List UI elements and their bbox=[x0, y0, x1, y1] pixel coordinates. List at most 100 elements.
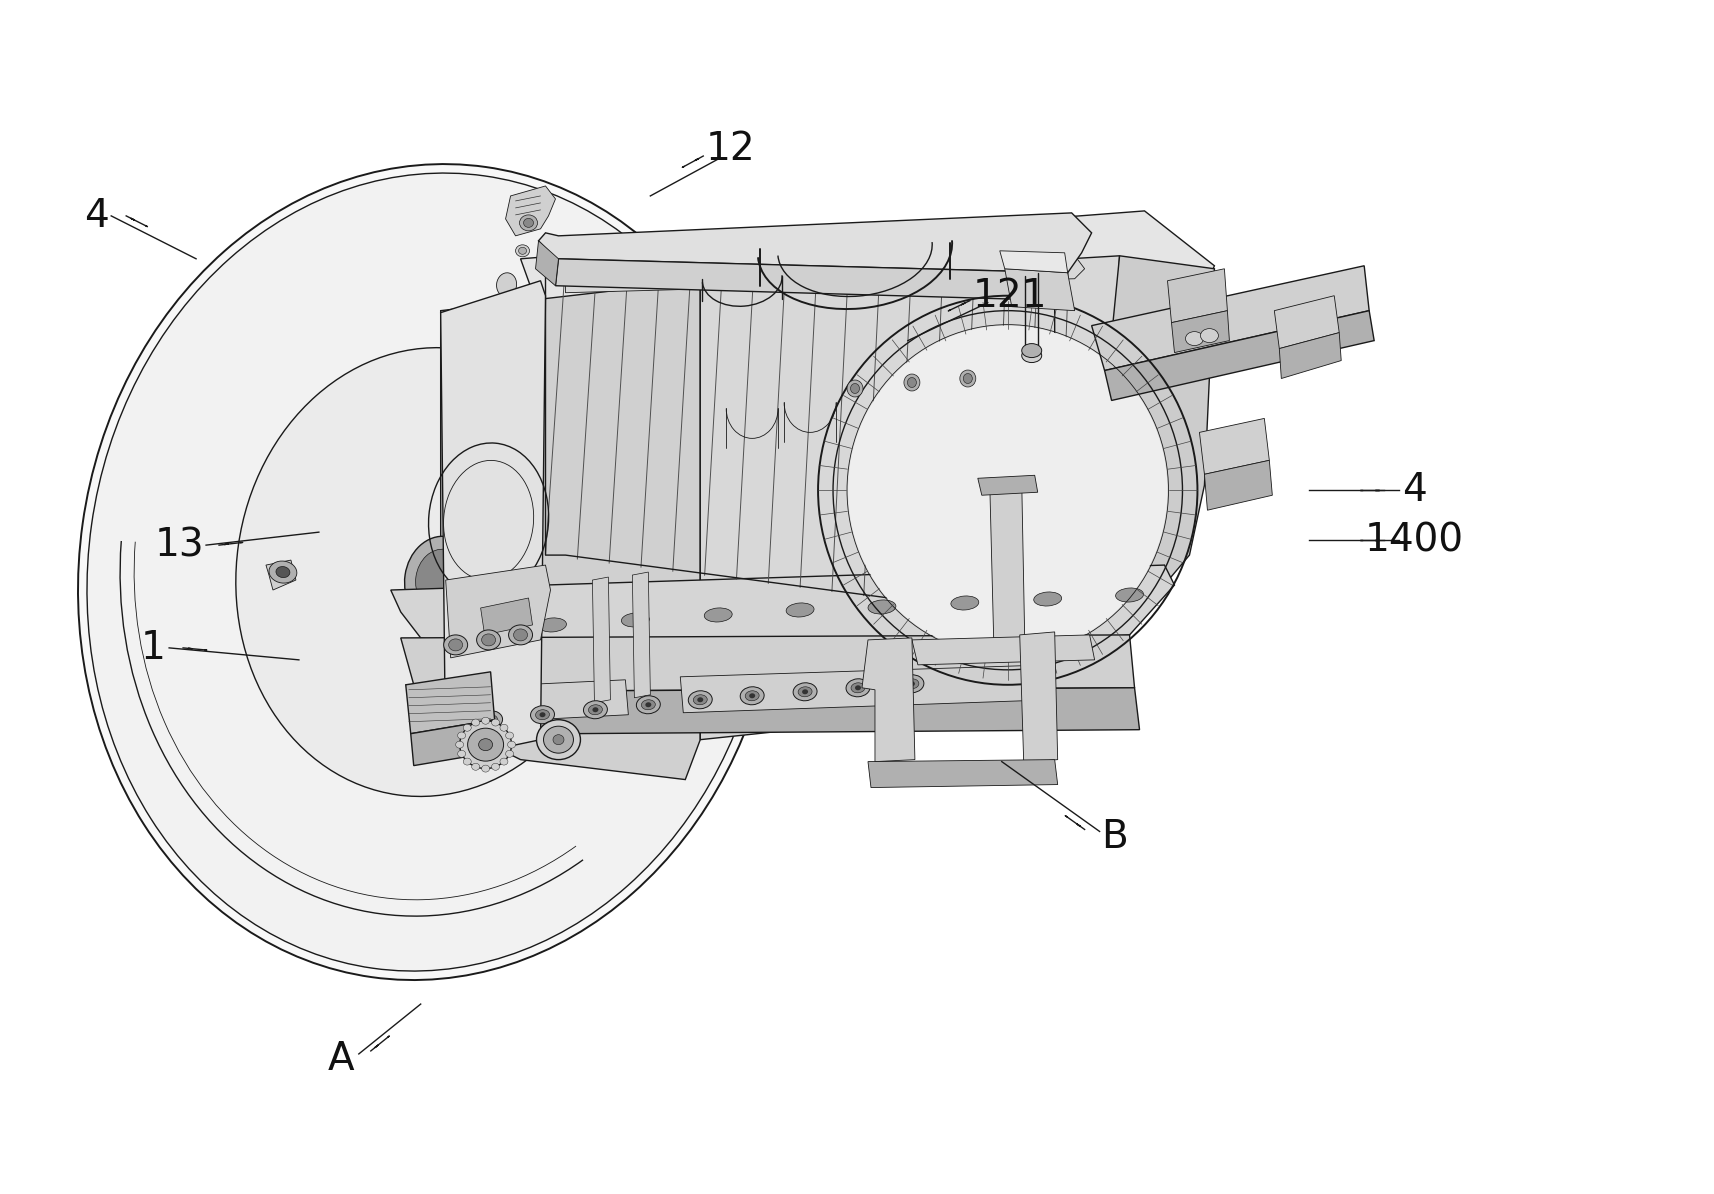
Polygon shape bbox=[1167, 269, 1227, 322]
Ellipse shape bbox=[269, 561, 297, 583]
Ellipse shape bbox=[847, 326, 1167, 654]
Ellipse shape bbox=[900, 675, 924, 693]
Ellipse shape bbox=[506, 732, 512, 739]
Ellipse shape bbox=[1034, 592, 1061, 607]
Ellipse shape bbox=[960, 370, 975, 387]
Ellipse shape bbox=[907, 377, 915, 388]
Polygon shape bbox=[1279, 333, 1340, 378]
Ellipse shape bbox=[500, 758, 507, 765]
Ellipse shape bbox=[620, 613, 650, 627]
Ellipse shape bbox=[434, 720, 447, 730]
Ellipse shape bbox=[471, 763, 480, 770]
Ellipse shape bbox=[591, 707, 598, 713]
Ellipse shape bbox=[536, 720, 579, 759]
Text: B: B bbox=[1100, 818, 1128, 856]
Polygon shape bbox=[632, 572, 650, 697]
Polygon shape bbox=[391, 565, 1174, 658]
Polygon shape bbox=[912, 635, 1094, 665]
Polygon shape bbox=[538, 213, 1092, 272]
Ellipse shape bbox=[636, 696, 660, 714]
Ellipse shape bbox=[415, 549, 466, 611]
Ellipse shape bbox=[456, 741, 463, 749]
Ellipse shape bbox=[903, 374, 919, 390]
Polygon shape bbox=[1080, 256, 1214, 660]
Polygon shape bbox=[555, 259, 1068, 301]
Ellipse shape bbox=[506, 750, 512, 757]
Ellipse shape bbox=[497, 272, 516, 296]
Ellipse shape bbox=[845, 679, 869, 697]
Ellipse shape bbox=[847, 380, 862, 396]
Ellipse shape bbox=[538, 618, 566, 632]
Polygon shape bbox=[699, 256, 1119, 739]
Polygon shape bbox=[862, 638, 914, 762]
Ellipse shape bbox=[512, 629, 528, 641]
Ellipse shape bbox=[1200, 328, 1217, 343]
Text: 13: 13 bbox=[154, 527, 204, 564]
Polygon shape bbox=[680, 665, 1051, 713]
Ellipse shape bbox=[458, 732, 464, 739]
Ellipse shape bbox=[850, 683, 864, 693]
Text: 121: 121 bbox=[972, 277, 1046, 315]
Text: 1400: 1400 bbox=[1364, 521, 1462, 559]
Polygon shape bbox=[566, 248, 1083, 293]
Ellipse shape bbox=[802, 689, 807, 694]
Polygon shape bbox=[401, 635, 1135, 691]
Ellipse shape bbox=[850, 383, 859, 394]
Ellipse shape bbox=[428, 715, 452, 733]
Ellipse shape bbox=[507, 741, 516, 749]
Ellipse shape bbox=[908, 682, 914, 687]
Polygon shape bbox=[1092, 266, 1368, 370]
Ellipse shape bbox=[482, 718, 488, 725]
Ellipse shape bbox=[482, 765, 488, 773]
Ellipse shape bbox=[867, 599, 895, 614]
Polygon shape bbox=[535, 241, 559, 285]
Ellipse shape bbox=[698, 697, 703, 702]
Ellipse shape bbox=[583, 701, 607, 719]
Ellipse shape bbox=[478, 710, 502, 728]
Polygon shape bbox=[1020, 632, 1058, 763]
Ellipse shape bbox=[792, 683, 816, 701]
Polygon shape bbox=[977, 475, 1037, 496]
Polygon shape bbox=[266, 560, 297, 590]
Polygon shape bbox=[440, 281, 545, 759]
Ellipse shape bbox=[437, 722, 444, 727]
Polygon shape bbox=[591, 577, 610, 703]
Text: 4: 4 bbox=[84, 197, 108, 235]
Polygon shape bbox=[1171, 310, 1229, 352]
Ellipse shape bbox=[740, 687, 764, 704]
Ellipse shape bbox=[518, 247, 526, 254]
Ellipse shape bbox=[543, 726, 572, 753]
Ellipse shape bbox=[458, 750, 464, 757]
Ellipse shape bbox=[516, 245, 530, 257]
Polygon shape bbox=[1203, 461, 1272, 510]
Ellipse shape bbox=[1022, 344, 1040, 357]
Ellipse shape bbox=[471, 719, 480, 726]
Ellipse shape bbox=[552, 734, 564, 745]
Ellipse shape bbox=[692, 695, 706, 704]
Polygon shape bbox=[406, 672, 494, 733]
Ellipse shape bbox=[644, 702, 651, 707]
Ellipse shape bbox=[588, 704, 602, 715]
Ellipse shape bbox=[855, 685, 860, 690]
Ellipse shape bbox=[687, 691, 711, 709]
Ellipse shape bbox=[482, 634, 495, 646]
Ellipse shape bbox=[641, 700, 655, 709]
Ellipse shape bbox=[535, 709, 548, 720]
Ellipse shape bbox=[519, 215, 536, 230]
Ellipse shape bbox=[492, 719, 499, 726]
Polygon shape bbox=[446, 565, 550, 658]
Polygon shape bbox=[1274, 296, 1339, 349]
Ellipse shape bbox=[540, 713, 545, 718]
Ellipse shape bbox=[456, 623, 485, 636]
Polygon shape bbox=[999, 251, 1068, 272]
Text: 1: 1 bbox=[141, 629, 166, 667]
Polygon shape bbox=[480, 598, 533, 635]
Ellipse shape bbox=[963, 374, 972, 383]
Ellipse shape bbox=[523, 219, 533, 227]
Ellipse shape bbox=[785, 603, 814, 617]
Ellipse shape bbox=[704, 608, 732, 622]
Polygon shape bbox=[410, 720, 497, 765]
Ellipse shape bbox=[749, 694, 754, 698]
Polygon shape bbox=[1198, 418, 1268, 474]
Polygon shape bbox=[989, 482, 1025, 642]
